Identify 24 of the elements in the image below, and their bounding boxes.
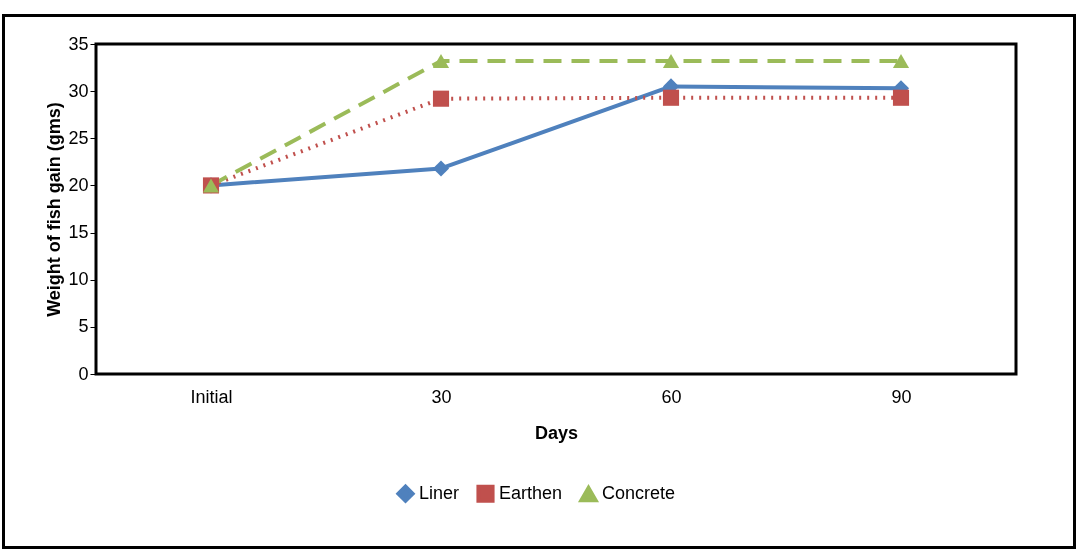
- point: [432, 160, 450, 177]
- x-tick-label: 60: [661, 386, 682, 407]
- y-axis-title: Weight of fish gain (gms): [44, 102, 65, 317]
- legend-label: Earthen: [499, 482, 563, 503]
- y-tick-label: 0: [78, 363, 89, 384]
- point: [662, 89, 680, 106]
- legend-label: Concrete: [602, 483, 676, 504]
- y-tick-label: 30: [68, 80, 89, 101]
- legend-label: Liner: [419, 482, 460, 503]
- x-tick-label: 30: [431, 386, 452, 407]
- x-tick-label: 90: [891, 386, 912, 407]
- x-axis-title: Days: [534, 422, 579, 443]
- point: [892, 53, 910, 68]
- point: [432, 90, 450, 107]
- y-tick-label: 15: [68, 222, 89, 243]
- y-tick-label: 20: [68, 174, 89, 195]
- point: [892, 89, 910, 106]
- point: [662, 53, 680, 68]
- y-tick-label: 10: [68, 269, 89, 290]
- point: [432, 53, 450, 68]
- x-tick-label: Initial: [190, 386, 233, 407]
- y-tick-label: 35: [68, 33, 89, 54]
- y-tick-label: 5: [78, 316, 89, 337]
- y-tick-label: 25: [68, 127, 89, 148]
